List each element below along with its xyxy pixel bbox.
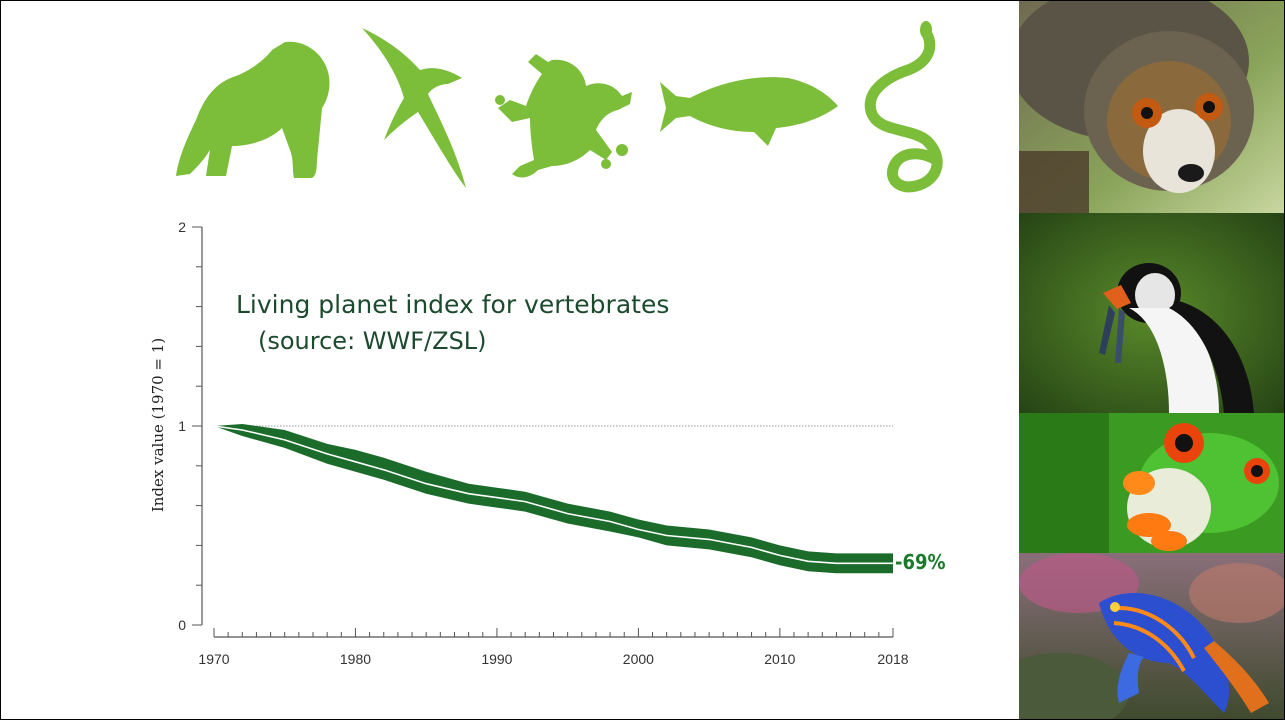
x-tick-label: 1980 [340, 651, 371, 667]
x-tick-label: 1990 [481, 651, 512, 667]
frog-icon [495, 54, 632, 178]
x-tick-label: 2010 [764, 651, 795, 667]
confidence-band [214, 424, 893, 574]
y-tick-label: 2 [178, 219, 186, 235]
fish-icon [660, 77, 838, 146]
end-percent-label: -69% [895, 550, 946, 574]
lemur-photo [1019, 1, 1284, 213]
x-tick-label: 1970 [198, 651, 229, 667]
chart-plot-area: 0 1 2 1970 1980 1990 2000 2010 2018 [178, 219, 909, 667]
y-axis-label: Index value (1970 = 1) [149, 338, 167, 512]
chart-title: Living planet index for vertebrates [236, 290, 669, 319]
x-tick-label: 2000 [623, 651, 654, 667]
trend-line [213, 425, 893, 565]
chart: 0 1 2 1970 1980 1990 2000 2010 2018 Living plane… [149, 219, 946, 667]
puffin-photo [1019, 213, 1284, 413]
x-tick-label: 2018 [877, 651, 908, 667]
bird-icon [362, 28, 466, 188]
y-tick-label: 1 [178, 418, 186, 434]
y-tick-label: 0 [178, 617, 186, 633]
mandarinfish-photo [1019, 553, 1284, 719]
animal-silhouettes [176, 21, 943, 193]
snake-icon [864, 21, 943, 193]
chart-subtitle: (source: WWF/ZSL) [258, 327, 487, 355]
tree-frog-photo [1019, 413, 1284, 553]
photo-column [1019, 1, 1284, 719]
gorilla-icon [176, 41, 330, 179]
